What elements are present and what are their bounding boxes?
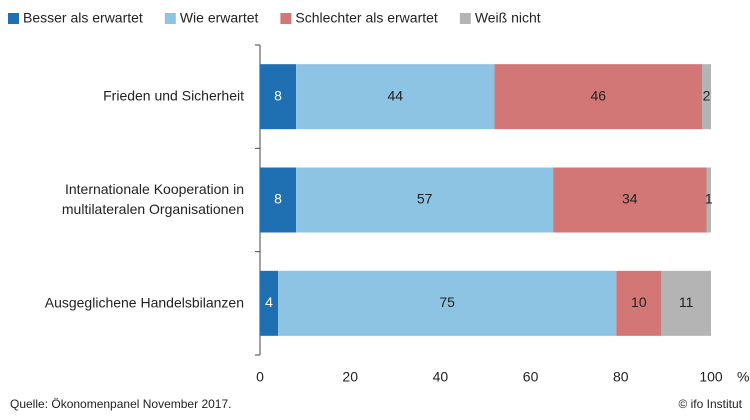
- bar-segment: [616, 270, 662, 336]
- data-label: 10: [631, 294, 647, 310]
- x-tick-label: 80: [613, 369, 629, 385]
- x-tick-label: 40: [433, 369, 449, 385]
- y-tick-line: multilateralen Organisationen: [62, 201, 244, 217]
- data-label: 44: [388, 87, 404, 103]
- data-label: 11: [679, 294, 694, 310]
- x-tick-label: 100: [699, 369, 723, 385]
- legend-swatch: [459, 13, 471, 24]
- data-label: 4: [265, 294, 273, 310]
- legend-label: Besser als erwartet: [23, 10, 143, 26]
- bar-segment: [260, 64, 297, 130]
- bar-segment: [661, 270, 711, 336]
- legend-label: Weiß nicht: [475, 10, 541, 26]
- data-label: 8: [274, 87, 282, 103]
- source: Quelle: Ökonomenpanel November 2017.: [10, 397, 231, 411]
- legend-swatch: [280, 13, 292, 24]
- data-label: 1: [705, 191, 713, 207]
- bar-segment: [494, 64, 702, 130]
- y-tick-label: Ausgeglichene Handelsbilanzen: [45, 294, 244, 310]
- data-label: 8: [274, 191, 282, 207]
- data-label: 46: [590, 87, 606, 103]
- y-tick-line: Ausgeglichene Handelsbilanzen: [45, 294, 244, 310]
- bar-segment: [706, 167, 711, 233]
- y-tick-label: Frieden und Sicherheit: [103, 87, 244, 103]
- legend-label: Schlechter als erwartet: [295, 10, 438, 26]
- x-tick-label: 0: [256, 369, 264, 385]
- bar-segment: [260, 270, 279, 336]
- legend-swatch: [8, 13, 19, 24]
- x-axis-label: %: [737, 369, 749, 385]
- x-tick-label: 20: [342, 369, 358, 385]
- bar-segment: [553, 167, 707, 233]
- data-label: 2: [703, 87, 711, 103]
- bar-segment: [296, 167, 554, 233]
- x-tick-label: 60: [523, 369, 539, 385]
- bar-segment: [701, 64, 711, 130]
- data-label: 34: [622, 191, 638, 207]
- y-tick-label: Internationale Kooperation in multilatera…: [62, 181, 244, 217]
- data-label: 57: [417, 191, 433, 207]
- credit: © ifo Institut: [678, 397, 742, 411]
- legend-label: Wie erwartet: [180, 10, 259, 26]
- y-tick-line: Frieden und Sicherheit: [103, 87, 244, 103]
- bar-segment: [278, 270, 617, 336]
- legend-swatch: [164, 13, 176, 24]
- bar-segment: [260, 167, 297, 233]
- bar-segment: [296, 64, 495, 130]
- y-tick-line: Internationale Kooperation in: [65, 181, 244, 197]
- data-label: 75: [439, 294, 455, 310]
